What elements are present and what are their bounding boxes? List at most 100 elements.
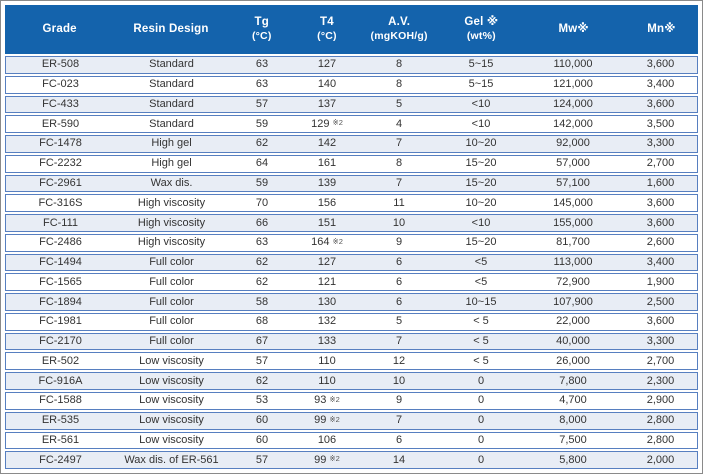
cell-tg: 57 (255, 453, 269, 466)
cell-mn: 3,600 (646, 58, 675, 71)
table-row: FC-316S High viscosity 70 156 11 10~20 1… (5, 194, 698, 213)
cell-grade: FC-1588 (39, 394, 82, 407)
footnote-marker: ※2 (332, 237, 343, 247)
footnote-marker: ※2 (329, 395, 340, 405)
cell-gel: 10~15 (465, 295, 497, 308)
table-row: FC-2961 Wax dis. 59 139 7 15~20 57,100 1… (5, 174, 698, 193)
col-header-label: A.V. (388, 16, 411, 29)
cell-mw: 7,500 (559, 433, 587, 446)
cell-gel: <10 (471, 117, 491, 130)
cell-av: 8 (395, 157, 403, 170)
cell-av: 8 (395, 78, 403, 91)
cell-mn: 2,800 (646, 414, 675, 427)
cell-resin-design: Full color (149, 256, 194, 269)
col-header-sub: (mgKOH/g) (370, 30, 428, 43)
cell-tg: 57 (255, 354, 269, 367)
cell-mw: 5,800 (559, 453, 587, 466)
col-header-label: Mw※ (558, 23, 589, 36)
table-header-row: Grade Resin Design Tg (°C) T4 (°C) A.V. … (5, 5, 698, 54)
table-row: FC-1565 Full color 62 121 6 <5 72,900 1,… (5, 273, 698, 292)
table-row: FC-2170 Full color 67 133 7 < 5 40,000 3… (5, 332, 698, 351)
cell-resin-design: Standard (149, 58, 194, 71)
cell-resin-design: Low viscosity (139, 374, 204, 387)
cell-mw: 22,000 (556, 315, 590, 328)
cell-gel: <10 (471, 216, 491, 229)
cell-mn: 3,600 (646, 315, 675, 328)
cell-mw: 7,800 (559, 374, 587, 387)
cell-tg: 57 (255, 97, 269, 110)
cell-mw: 107,900 (553, 295, 593, 308)
t4-value: 139 (317, 176, 337, 189)
cell-resin-design: Standard (149, 78, 194, 91)
cell-resin-design: Low viscosity (139, 394, 204, 407)
cell-mn: 2,000 (646, 453, 675, 466)
cell-mn: 3,600 (646, 97, 675, 110)
cell-tg: 63 (255, 58, 269, 71)
cell-mw: 110,000 (553, 58, 593, 71)
table-row: FC-2232 High gel 64 161 8 15~20 57,000 2… (5, 154, 698, 173)
cell-resin-design: Full color (149, 275, 194, 288)
table-row: FC-1494 Full color 62 127 6 <5 113,000 3… (5, 253, 698, 272)
cell-tg: 59 (255, 176, 269, 189)
cell-mw: 121,000 (553, 78, 593, 91)
col-header-resin-design: Resin Design (114, 5, 227, 54)
cell-t4: 137 (296, 97, 358, 113)
cell-grade: FC-1894 (39, 295, 82, 308)
t4-value: 151 (317, 216, 337, 229)
col-header-label: Mn※ (647, 23, 676, 36)
cell-resin-design: High gel (151, 137, 192, 150)
cell-av: 9 (395, 394, 403, 407)
t4-value: 164 (311, 236, 330, 249)
col-header-sub: (°C) (251, 30, 272, 43)
cell-av: 7 (395, 414, 403, 427)
cell-mn: 3,300 (646, 137, 675, 150)
t4-value: 140 (317, 78, 337, 91)
cell-gel: < 5 (473, 354, 489, 367)
cell-t4: 99 ※2 (296, 413, 358, 429)
t4-value: 142 (317, 137, 337, 150)
col-header-label: Gel ※ (464, 16, 499, 29)
cell-av: 10 (392, 216, 406, 229)
cell-mw: 113,000 (553, 256, 593, 269)
cell-mn: 2,700 (646, 157, 675, 170)
table-row: FC-1981 Full color 68 132 5 < 5 22,000 3… (5, 312, 698, 331)
t4-value: 110 (318, 354, 336, 367)
cell-tg: 62 (255, 256, 269, 269)
cell-grade: FC-433 (42, 97, 79, 110)
cell-gel: <5 (474, 256, 488, 269)
cell-grade: FC-1981 (39, 315, 82, 328)
t4-value: 106 (317, 433, 337, 446)
cell-resin-design: Low viscosity (139, 414, 204, 427)
cell-av: 6 (395, 275, 403, 288)
t4-value: 161 (317, 157, 337, 170)
cell-mw: 145,000 (553, 196, 593, 209)
cell-resin-design: High gel (151, 157, 192, 170)
cell-t4: 99 ※2 (296, 452, 358, 468)
cell-t4: 110 (296, 353, 358, 369)
cell-av: 14 (392, 453, 406, 466)
cell-gel: 15~20 (465, 236, 497, 249)
cell-tg: 66 (255, 216, 269, 229)
cell-gel: 0 (477, 394, 485, 407)
table-row: FC-1588 Low viscosity 53 93 ※2 9 0 4,700… (5, 392, 698, 410)
col-header-tg: Tg (°C) (228, 5, 296, 54)
col-header-label: T4 (320, 16, 334, 29)
cell-tg: 67 (255, 335, 269, 348)
cell-gel: 0 (477, 453, 485, 466)
cell-tg: 62 (255, 374, 269, 387)
cell-av: 10 (392, 374, 406, 387)
table-row: FC-023 Standard 63 140 8 5~15 121,000 3,… (5, 75, 698, 94)
table-row: ER-561 Low viscosity 60 106 6 0 7,500 2,… (5, 431, 698, 450)
cell-t4: 133 (296, 334, 358, 350)
cell-tg: 62 (255, 137, 269, 150)
cell-grade: ER-535 (41, 414, 80, 427)
cell-t4: 161 (296, 156, 358, 172)
cell-gel: <10 (471, 97, 491, 110)
col-header-mw: Mw※ (522, 5, 624, 54)
cell-grade: ER-502 (41, 354, 80, 367)
cell-grade: FC-2497 (39, 453, 82, 466)
cell-mw: 8,000 (559, 414, 587, 427)
cell-t4: 106 (296, 433, 358, 449)
cell-gel: 0 (477, 433, 485, 446)
